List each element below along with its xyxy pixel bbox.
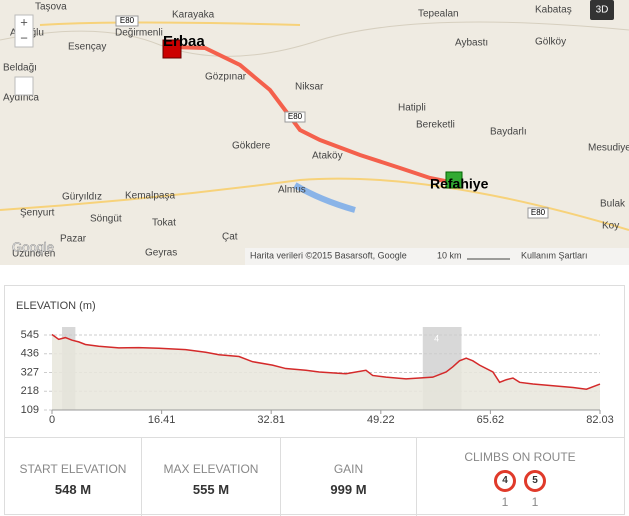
road (0, 177, 629, 231)
zoom-out-icon: − (20, 30, 28, 45)
climb-count: 1 (501, 495, 509, 509)
map-labels: Taşova Karayaka Tepealan Kabataş Anıoğlu… (3, 2, 629, 260)
stat-value: 999 M (330, 482, 367, 497)
place: Aybastı (455, 38, 488, 49)
stat-label: GAIN (333, 462, 364, 476)
y-tick-label: 218 (21, 385, 39, 397)
x-tick-label: 65.62 (477, 414, 505, 426)
place: Baydarlı (490, 127, 527, 138)
place: Pazar (60, 234, 87, 245)
place: Karayaka (172, 10, 215, 21)
y-tick-label: 109 (21, 404, 39, 416)
stat-label: START ELEVATION (19, 462, 127, 476)
place: Hatipli (398, 103, 426, 114)
x-tick-label: 32.81 (257, 414, 285, 426)
place: Bereketli (416, 120, 455, 131)
place: Kemalpaşa (125, 191, 175, 202)
stat-value: 548 M (54, 482, 92, 497)
scale-label: 10 km (437, 250, 462, 260)
stat: MAX ELEVATION 555 M (142, 438, 281, 516)
zoom-in-icon: + (20, 14, 28, 29)
place: Gökdere (232, 141, 271, 152)
road-label: E80 (120, 16, 135, 25)
place: Gölköy (535, 37, 566, 48)
zoom-control[interactable] (14, 14, 34, 48)
end-marker[interactable] (445, 171, 463, 189)
terms-link[interactable]: Kullanım Şartları (521, 250, 588, 260)
elevation-panel (4, 285, 625, 515)
road-shield (284, 111, 306, 123)
place: Taşova (35, 2, 67, 13)
place: Ataköy (312, 151, 343, 162)
attribution: Harita verileri ©2015 Basarsoft, Google (250, 250, 407, 260)
x-tick-label: 82.03 (586, 414, 614, 426)
place: Şenyurt (20, 208, 55, 219)
climb-region-label: 4 (434, 333, 439, 343)
place: Kabataş (535, 5, 572, 16)
place: Niksar (295, 82, 324, 93)
x-tick-label: 16.41 (148, 414, 176, 426)
place: Koy (602, 221, 619, 232)
place: Almus (278, 185, 306, 196)
stat: START ELEVATION 548 M (5, 438, 142, 516)
climb-count: 1 (531, 495, 539, 509)
road (39, 21, 301, 26)
place: Söngüt (90, 214, 122, 225)
y-tick-label: 327 (21, 366, 39, 378)
place: Uzunören (12, 249, 55, 260)
attribution-bar (245, 248, 629, 265)
divider (4, 437, 625, 438)
climbs-title: CLIMBS ON ROUTE (464, 450, 576, 464)
route (171, 45, 456, 185)
place: Tepealan (418, 9, 459, 20)
lake (293, 182, 356, 213)
road-shield (527, 207, 549, 219)
place: Gözpınar (205, 72, 247, 83)
elevation-chart: ELEVATION (m) 4 545 436 327 218 109 0 16.41 32.8… (16, 300, 614, 426)
road-shield (115, 15, 139, 27)
climb-icon: 5 (524, 470, 546, 492)
place: Esençay (68, 42, 106, 53)
place: Değirmenli (115, 28, 163, 39)
place: Çat (222, 232, 238, 243)
place: Aydınca (3, 93, 39, 104)
elevation-area (52, 334, 600, 410)
map-bg (0, 0, 629, 265)
x-tick-label: 49.22 (367, 414, 395, 426)
elevation-line (51, 333, 601, 390)
3d-button[interactable] (590, 0, 614, 20)
start-marker[interactable] (162, 39, 182, 59)
google-logo: Google (12, 239, 54, 254)
terrain (0, 21, 629, 57)
stat-value: 555 M (192, 482, 230, 497)
end-label: Refahiye (430, 176, 489, 192)
stat-label: MAX ELEVATION (163, 462, 259, 476)
place: Tokat (152, 218, 176, 229)
road-label: E80 (531, 208, 546, 217)
climb-icon: 4 (494, 470, 516, 492)
3d-label: 3D (596, 5, 609, 16)
y-tick-label: 545 (21, 329, 39, 341)
place: Beldağı (3, 63, 37, 74)
place: Mesudiye (588, 143, 629, 154)
place: Bulak (600, 199, 626, 210)
pegman[interactable] (14, 76, 34, 96)
y-tick-label: 436 (21, 348, 39, 360)
start-label: Erbaa (163, 33, 205, 50)
place: Geyras (145, 248, 177, 259)
map: Erbaa Refahiye Taşova Karayaka Tepealan … (0, 0, 629, 265)
place: Güryıldız (62, 192, 102, 203)
stat: GAIN 999 M (281, 438, 417, 516)
x-tick-label: 0 (49, 414, 55, 426)
road-label: E80 (288, 112, 303, 121)
chart-title: ELEVATION (m) (16, 300, 96, 312)
